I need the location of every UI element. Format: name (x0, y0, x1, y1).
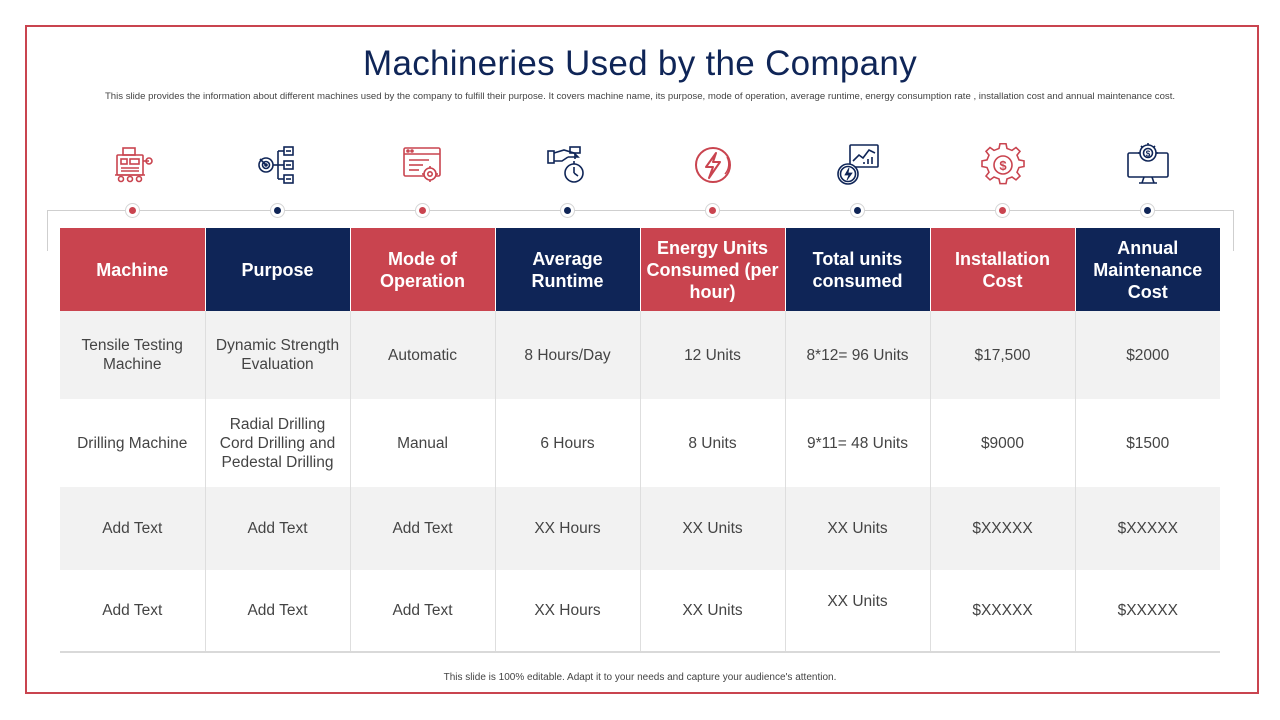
slide-subtitle: This slide provides the information abou… (0, 91, 1280, 102)
table-cell: XX Units (640, 487, 785, 570)
table-cell: $XXXXX (930, 570, 1075, 652)
table-cell: Manual (350, 399, 495, 487)
table-cell: Tensile Testing Machine (60, 311, 205, 399)
table-cell: 12 Units (640, 311, 785, 399)
table-cell: Add Text (60, 487, 205, 570)
footer-note: This slide is 100% editable. Adapt it to… (0, 672, 1280, 683)
marker-dot (705, 203, 720, 218)
energy-chart-icon (785, 140, 930, 190)
table-cell: 8*12= 96 Units (785, 311, 930, 399)
icon-row: $ $ (60, 140, 1220, 190)
table-cell: Add Text (60, 570, 205, 652)
table-cell: Automatic (350, 311, 495, 399)
table-cell: $XXXXX (930, 487, 1075, 570)
marker-dot (125, 203, 140, 218)
target-hierarchy-icon (205, 140, 350, 190)
table-cell: $XXXXX (1075, 570, 1220, 652)
table-cell: Add Text (350, 487, 495, 570)
marker-dot (1140, 203, 1155, 218)
table-cell: Radial Drilling Cord Drilling and Pedest… (205, 399, 350, 487)
header-mode-of-operation: Mode of Operation (350, 228, 495, 311)
table-cell: 8 Units (640, 399, 785, 487)
table-cell: $1500 (1075, 399, 1220, 487)
machine-icon (60, 140, 205, 190)
hand-clock-icon (495, 140, 640, 190)
table-row: Tensile Testing Machine Dynamic Strength… (60, 311, 1220, 399)
dollar-gear-icon: $ (930, 140, 1075, 190)
table-row: Drilling Machine Radial Drilling Cord Dr… (60, 399, 1220, 487)
table-cell: 9*11= 48 Units (785, 399, 930, 487)
header-total-units: Total units consumed (785, 228, 930, 311)
connector-right (1233, 210, 1234, 251)
table-cell: XX Hours (495, 570, 640, 652)
table-cell: XX Hours (495, 487, 640, 570)
dot-row (60, 202, 1220, 218)
table-cell: XX Units (640, 570, 785, 652)
table-cell: Dynamic Strength Evaluation (205, 311, 350, 399)
marker-dot (270, 203, 285, 218)
machinery-table: Machine Purpose Mode of Operation Averag… (60, 228, 1220, 653)
table-header-row: Machine Purpose Mode of Operation Averag… (60, 228, 1220, 311)
marker-dot (560, 203, 575, 218)
header-purpose: Purpose (205, 228, 350, 311)
web-settings-icon (350, 140, 495, 190)
table-cell: Drilling Machine (60, 399, 205, 487)
connector-left (47, 210, 48, 251)
table-cell: XX Units (785, 570, 930, 652)
table-cell: Add Text (205, 487, 350, 570)
slide-title: Machineries Used by the Company (0, 44, 1280, 84)
table-cell: XX Units (785, 487, 930, 570)
table-row: Add Text Add Text Add Text XX Hours XX U… (60, 487, 1220, 570)
table-cell: $XXXXX (1075, 487, 1220, 570)
header-annual-maintenance-cost: Annual Maintenance Cost (1075, 228, 1220, 311)
marker-dot (850, 203, 865, 218)
header-energy-units: Energy Units Consumed (per hour) (640, 228, 785, 311)
marker-dot (415, 203, 430, 218)
table-cell: 8 Hours/Day (495, 311, 640, 399)
table-cell: Add Text (350, 570, 495, 652)
table-cell: Add Text (205, 570, 350, 652)
table-cell: $17,500 (930, 311, 1075, 399)
header-installation-cost: Installation Cost (930, 228, 1075, 311)
table-row: Add Text Add Text Add Text XX Hours XX U… (60, 570, 1220, 652)
svg-text:$: $ (999, 158, 1007, 173)
header-average-runtime: Average Runtime (495, 228, 640, 311)
marker-dot (995, 203, 1010, 218)
svg-text:$: $ (1145, 150, 1150, 159)
table-cell: $9000 (930, 399, 1075, 487)
table-cell: $2000 (1075, 311, 1220, 399)
header-machine: Machine (60, 228, 205, 311)
monitor-dollar-gear-icon: $ (1075, 140, 1220, 190)
table-cell: 6 Hours (495, 399, 640, 487)
energy-bolt-icon (640, 140, 785, 190)
